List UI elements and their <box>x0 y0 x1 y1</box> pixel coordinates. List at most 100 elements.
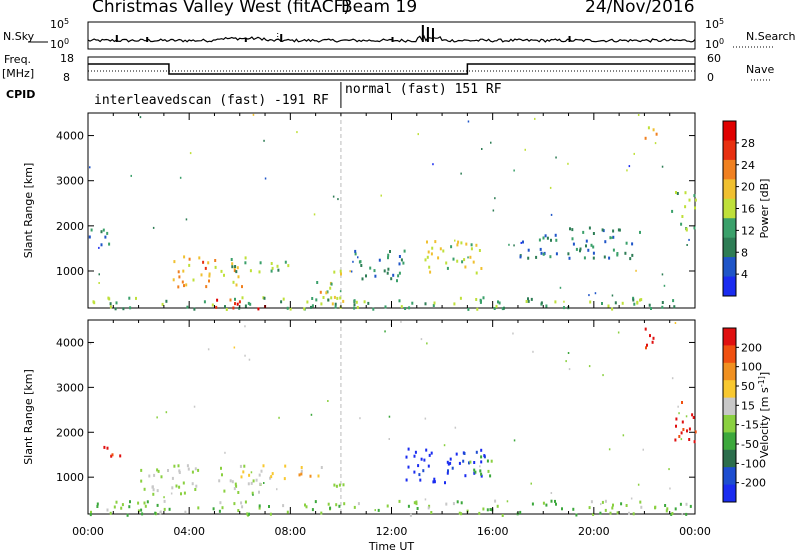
data-cell <box>549 255 552 259</box>
data-cell <box>386 271 389 275</box>
data-cell <box>592 512 595 516</box>
data-cell <box>554 233 557 237</box>
data-cell <box>671 512 674 515</box>
data-cell <box>473 468 476 472</box>
data-cell <box>185 218 188 221</box>
data-cell <box>420 338 423 341</box>
data-cell <box>108 242 111 246</box>
data-cell <box>235 283 238 287</box>
data-cell <box>387 256 389 260</box>
data-cell <box>100 243 103 247</box>
data-cell <box>685 415 688 418</box>
y-tick-label: 4000 <box>56 130 84 143</box>
colorbar-tick-label: 28 <box>741 137 755 150</box>
data-cell <box>675 191 677 194</box>
data-cell <box>608 256 611 260</box>
data-cell <box>337 198 339 201</box>
data-cell <box>649 334 651 338</box>
data-cell <box>89 513 92 517</box>
data-cell <box>601 302 603 305</box>
data-cell <box>208 272 211 276</box>
data-cell <box>640 505 643 509</box>
data-cell <box>114 307 117 311</box>
colorbar-segment <box>723 198 736 219</box>
data-cell <box>550 213 553 216</box>
data-cell <box>92 300 95 304</box>
data-cell <box>599 511 602 515</box>
noise-tick-left-bottom: 100 <box>50 37 69 51</box>
data-cell <box>241 296 244 300</box>
data-cell <box>424 417 427 420</box>
data-cell <box>334 302 337 306</box>
freq-label: Freq. <box>4 53 32 66</box>
data-cell <box>501 514 504 517</box>
data-cell <box>350 270 353 273</box>
data-cell <box>171 476 174 480</box>
data-cell <box>579 249 581 253</box>
data-cell <box>671 377 674 380</box>
cpid-label: CPID <box>6 88 36 101</box>
data-cell <box>110 454 113 458</box>
data-cell <box>446 471 449 475</box>
data-cell <box>96 502 99 506</box>
data-cell <box>129 500 131 504</box>
data-cell <box>457 240 460 244</box>
data-cell <box>567 352 570 354</box>
data-cell <box>327 298 330 302</box>
data-cell <box>220 269 223 273</box>
data-cell <box>675 424 677 428</box>
colorbar-tick-label: -50 <box>741 438 759 451</box>
data-cell <box>411 301 414 305</box>
data-cell <box>450 245 453 249</box>
data-cell <box>398 499 401 503</box>
data-cell <box>263 482 265 484</box>
data-cell <box>607 304 610 308</box>
data-cell <box>334 305 337 309</box>
data-cell <box>668 468 670 471</box>
data-cell <box>501 307 504 311</box>
data-cell <box>230 258 233 261</box>
colorbar-tick-label: 15 <box>741 399 755 412</box>
data-cell <box>374 509 376 512</box>
data-cell <box>234 302 236 306</box>
data-cell <box>637 483 640 486</box>
data-cell <box>635 269 637 272</box>
data-cell <box>650 307 652 310</box>
data-cell <box>625 504 628 507</box>
data-cell <box>633 152 635 155</box>
data-cell <box>604 508 607 512</box>
data-cell <box>527 299 530 303</box>
data-cell <box>567 252 570 256</box>
data-cell <box>464 474 467 478</box>
data-cell <box>535 255 538 259</box>
data-cell <box>594 292 597 295</box>
data-cell <box>617 228 620 232</box>
data-cell <box>249 302 252 306</box>
data-cell <box>396 279 398 283</box>
data-cell <box>520 241 522 244</box>
data-cell <box>540 301 543 305</box>
data-cell <box>353 306 356 310</box>
data-cell <box>563 300 565 303</box>
data-cell <box>611 294 614 297</box>
data-cell <box>443 444 446 447</box>
data-cell <box>616 511 619 515</box>
data-cell <box>361 277 364 281</box>
data-cell <box>454 426 457 429</box>
data-cell <box>688 198 691 202</box>
data-cell <box>88 235 91 239</box>
x-tick-label: 12:00 <box>376 525 408 538</box>
data-cell <box>106 231 109 235</box>
data-cell <box>540 251 543 255</box>
data-cell <box>670 512 673 516</box>
data-cell <box>407 465 410 469</box>
data-cell <box>630 497 633 500</box>
data-cell <box>263 296 266 300</box>
data-cell <box>195 484 198 488</box>
data-cell <box>590 243 593 247</box>
data-cell <box>90 510 92 514</box>
data-cell <box>413 501 416 505</box>
data-cell <box>620 502 623 506</box>
data-cell <box>652 336 655 340</box>
